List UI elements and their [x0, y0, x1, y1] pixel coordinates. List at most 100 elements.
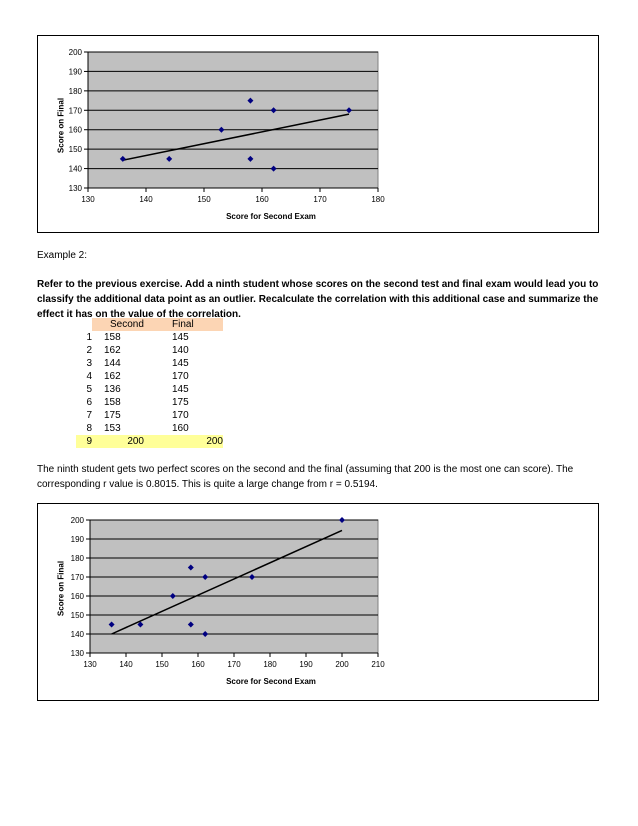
x-tick-label: 150: [197, 195, 211, 204]
second-score: 153: [104, 423, 121, 434]
data-point: [137, 621, 144, 628]
table-row: 6 158 175: [76, 396, 223, 409]
final-score: 140: [172, 345, 189, 356]
data-point: [169, 593, 176, 599]
final-score: 160: [172, 423, 189, 434]
row-number: 7: [86, 410, 92, 421]
final-score: 170: [172, 371, 189, 382]
chart-2-ylabel: Score on Final: [56, 560, 66, 617]
y-tick-label: 180: [71, 554, 85, 563]
x-tick-label: 140: [139, 195, 153, 204]
header-final: Final: [168, 318, 223, 331]
data-point: [187, 621, 194, 628]
final-score: 200: [168, 435, 223, 448]
row-number: 2: [86, 345, 92, 356]
y-tick-label: 130: [71, 649, 85, 658]
second-score: 162: [104, 345, 121, 356]
second-score: 144: [104, 358, 121, 369]
result-text: The ninth student gets two perfect score…: [37, 464, 574, 490]
y-tick-label: 190: [69, 67, 83, 76]
chart-1-svg: 130 140 150 160 170 180 190 200 130 140 150 160 170 1…: [69, 48, 386, 204]
final-score: 175: [172, 397, 189, 408]
final-score: 145: [172, 384, 189, 395]
x-tick-label: 160: [255, 195, 269, 204]
data-point: [247, 97, 254, 104]
data-point: [249, 574, 255, 580]
y-tick-label: 140: [69, 165, 83, 174]
chart-2-svg: 130 140 150 160 170 180 190 200 130 140 150 160 170 1…: [71, 516, 386, 669]
x-tick-label: 170: [227, 660, 241, 669]
exercise-prompt: Refer to the previous exercise. Add a ni…: [37, 279, 599, 320]
y-tick-label: 150: [71, 611, 85, 620]
second-score: 158: [104, 332, 121, 343]
data-point: [247, 155, 254, 162]
trendline: [122, 113, 350, 161]
data-point: [346, 107, 352, 114]
table-row-outlier: 9 200 200: [76, 435, 223, 448]
row-number: 6: [86, 397, 92, 408]
x-tick-label: 140: [119, 660, 133, 669]
data-point: [202, 631, 209, 637]
x-tick-label: 210: [371, 660, 385, 669]
second-score: 162: [104, 371, 121, 382]
data-point: [166, 155, 173, 162]
y-tick-label: 190: [71, 535, 85, 544]
row-number: 8: [86, 423, 92, 434]
y-tick-label: 160: [69, 126, 83, 135]
data-point: [339, 517, 345, 523]
x-tick-label: 170: [313, 195, 327, 204]
y-tick-label: 200: [71, 516, 85, 525]
example-label: Example 2:: [37, 250, 88, 261]
table-row: 1 158 145: [76, 331, 223, 344]
header-second: Second: [92, 318, 168, 331]
x-tick-label: 200: [335, 660, 349, 669]
second-score: 136: [104, 384, 121, 395]
chart-2-xlabel: Score for Second Exam: [226, 677, 316, 686]
chart-1: 130 140 150 160 170 180 190 200 130 140 150 160 170 1…: [37, 35, 599, 233]
x-tick-label: 180: [371, 195, 385, 204]
data-point: [119, 155, 126, 162]
second-score: 175: [104, 410, 121, 421]
data-point: [108, 621, 115, 628]
chart-1-ylabel: Score on Final: [56, 97, 66, 154]
second-score: 158: [104, 397, 121, 408]
row-number: 5: [86, 384, 92, 395]
y-tick-label: 160: [71, 592, 85, 601]
y-tick-label: 140: [71, 630, 85, 639]
table-header-row: Second Final: [76, 318, 223, 331]
y-tick-label: 170: [71, 573, 85, 582]
final-score: 170: [172, 410, 189, 421]
data-point: [218, 126, 225, 133]
second-score: 200: [92, 435, 168, 448]
y-tick-label: 180: [69, 87, 83, 96]
y-tick-label: 130: [69, 184, 83, 193]
data-point: [270, 107, 277, 114]
data-point: [270, 165, 277, 172]
row-number: 1: [86, 332, 92, 343]
chart-1-xlabel: Score for Second Exam: [226, 212, 316, 221]
table-row: 8 153 160: [76, 422, 223, 435]
x-tick-label: 180: [263, 660, 277, 669]
table-row: 5 136 145: [76, 383, 223, 396]
scores-table: Second Final 1 158 145 2 162 140 3 144 145 4 16…: [76, 318, 223, 448]
row-number: 4: [86, 371, 92, 382]
table-row: 4 162 170: [76, 370, 223, 383]
data-point: [202, 574, 209, 580]
table-row: 2 162 140: [76, 344, 223, 357]
table-row: 3 144 145: [76, 357, 223, 370]
final-score: 145: [172, 358, 189, 369]
plot-area: [87, 51, 379, 189]
final-score: 145: [172, 332, 189, 343]
x-tick-label: 190: [299, 660, 313, 669]
chart-2: 130 140 150 160 170 180 190 200 130 140 150 160 170 1…: [37, 503, 599, 701]
x-tick-label: 130: [83, 660, 97, 669]
row-number: 3: [86, 358, 92, 369]
trendline: [111, 529, 343, 635]
y-tick-label: 170: [69, 106, 83, 115]
y-tick-label: 200: [69, 48, 83, 57]
x-tick-label: 150: [155, 660, 169, 669]
data-point: [187, 564, 194, 571]
row-number: 9: [76, 435, 92, 448]
x-tick-label: 160: [191, 660, 205, 669]
table-row: 7 175 170: [76, 409, 223, 422]
